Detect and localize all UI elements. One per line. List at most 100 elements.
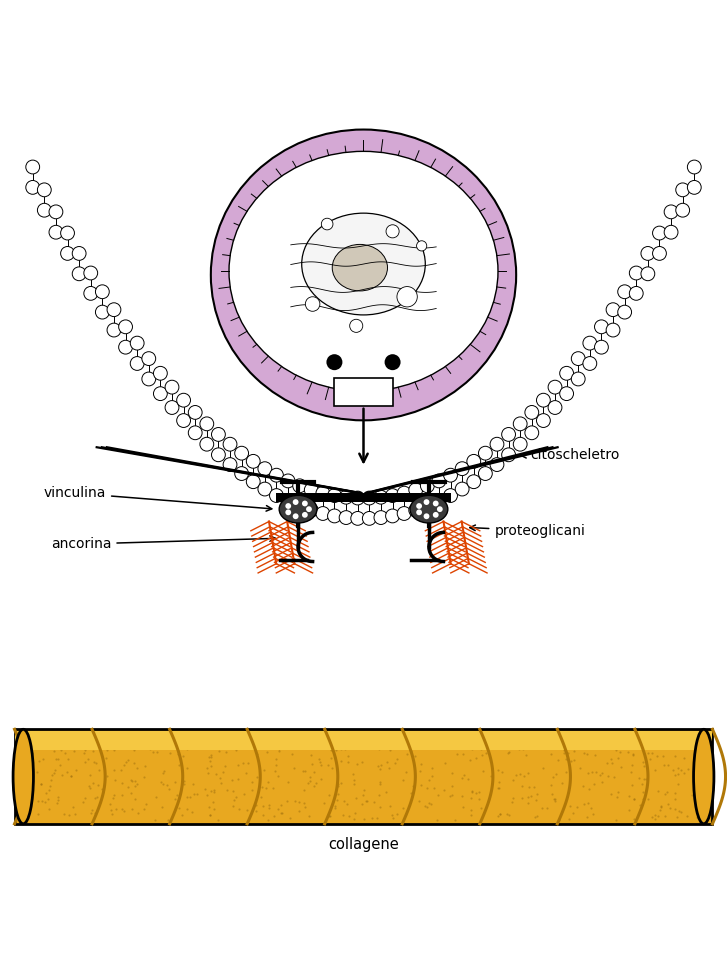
Point [693,759,704,774]
Point [522,766,534,781]
Point [446,778,457,793]
Point [568,805,579,820]
Circle shape [326,354,342,370]
Point [204,808,216,823]
Point [523,779,534,794]
Circle shape [328,509,342,523]
Point [120,755,132,770]
Point [217,765,228,780]
Point [457,788,468,803]
Circle shape [316,506,330,521]
Point [542,800,553,815]
Point [516,790,528,806]
Circle shape [340,490,353,504]
Circle shape [60,226,74,240]
Circle shape [397,506,411,521]
Point [27,746,39,761]
Point [456,770,467,786]
Circle shape [95,305,109,319]
Circle shape [548,380,562,394]
Point [385,743,396,758]
Point [405,744,417,759]
Point [101,742,113,757]
Point [129,742,140,757]
Point [63,808,75,823]
Circle shape [285,509,291,515]
Point [646,746,658,761]
Text: proteoglicani: proteoglicani [470,524,585,538]
Point [397,772,409,788]
Point [221,783,233,798]
Circle shape [630,286,643,300]
Point [318,795,329,811]
Circle shape [386,225,399,238]
Point [108,763,119,778]
Point [608,769,619,785]
Point [175,780,187,795]
Point [496,764,507,779]
Point [428,781,440,796]
Point [308,765,320,780]
Circle shape [641,247,655,260]
Point [179,773,190,789]
Point [87,802,98,817]
Point [91,790,103,805]
Point [276,797,287,812]
Point [220,745,232,760]
Point [83,752,95,768]
Point [308,738,319,753]
Point [610,812,622,827]
Point [116,776,128,791]
Point [545,778,557,793]
Point [563,812,574,827]
Point [193,730,204,746]
Point [335,776,347,791]
Point [626,727,638,743]
Point [433,736,444,751]
Point [39,794,51,810]
Point [659,787,671,802]
Point [470,786,482,801]
Point [22,790,33,805]
Point [49,744,60,759]
Point [341,732,353,747]
Text: citoscheletro: citoscheletro [521,448,620,462]
Point [578,746,590,761]
Point [517,778,529,793]
Point [284,811,296,826]
Point [548,791,560,807]
Point [65,768,76,784]
Point [372,758,384,773]
Point [278,726,289,742]
Point [669,768,680,783]
Point [269,731,281,746]
Circle shape [409,503,422,517]
Circle shape [571,352,585,366]
Point [587,807,598,822]
Circle shape [420,478,434,493]
Point [627,747,638,763]
Point [107,731,119,746]
Point [652,784,664,799]
Point [169,775,180,790]
Point [52,792,64,808]
Point [602,768,614,784]
Point [209,784,220,799]
Point [686,735,698,750]
Point [351,756,363,771]
Point [148,738,159,753]
Point [49,763,61,778]
Point [262,774,274,790]
Point [611,790,623,805]
Point [300,763,311,778]
Circle shape [165,380,179,394]
Circle shape [583,336,597,350]
Point [261,745,273,760]
Point [374,726,385,742]
Point [329,800,341,815]
Point [37,752,49,768]
Point [612,785,624,800]
Circle shape [362,511,376,525]
Point [467,785,478,800]
Point [105,802,117,817]
